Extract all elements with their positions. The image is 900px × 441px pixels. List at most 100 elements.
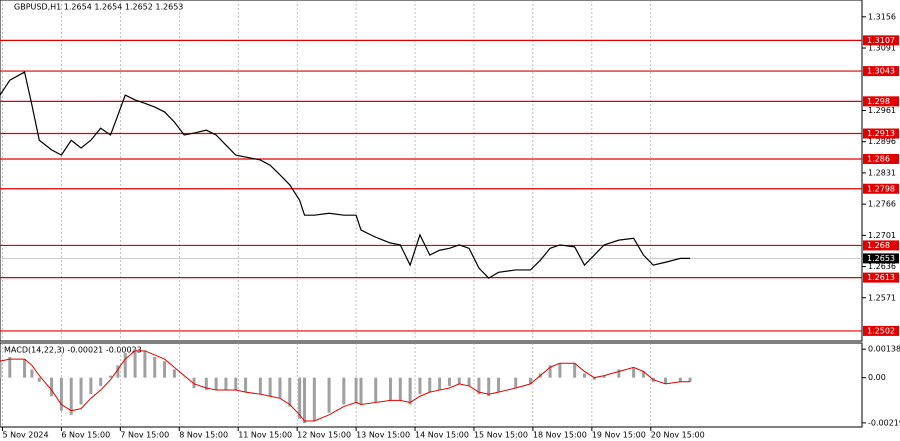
level-label: 1.3107	[867, 36, 895, 45]
macd-bar	[582, 373, 586, 378]
macd-bar	[447, 377, 451, 386]
macd-bar	[688, 377, 692, 382]
current-price-label: 1.2653	[867, 254, 895, 263]
macd-bar	[298, 377, 302, 419]
macd-bar	[89, 377, 93, 395]
x-tick-label: 11 Nov 15:00	[238, 431, 292, 440]
macd-bar	[59, 377, 63, 411]
x-tick-label: 18 Nov 15:00	[533, 431, 587, 440]
macd-bar	[477, 377, 481, 395]
macd-bar	[116, 365, 120, 378]
y-tick-label: 1.2896	[868, 137, 896, 146]
macd-bar	[398, 377, 402, 401]
x-tick-label: 19 Nov 15:00	[592, 431, 646, 440]
macd-bar	[69, 377, 73, 415]
macd-pane	[0, 342, 863, 428]
macd-title: MACD(14,22,3) -0.00021 -0.00023	[4, 346, 142, 355]
macd-bar	[288, 377, 292, 407]
macd-bar	[359, 377, 363, 405]
macd-bar	[428, 377, 432, 393]
level-label: 1.2913	[867, 129, 895, 138]
macd-bar	[312, 377, 316, 422]
x-tick-label: 13 Nov 15:00	[356, 431, 410, 440]
macd-bar	[457, 377, 461, 384]
level-label: 1.286	[867, 154, 890, 163]
price-line	[0, 71, 691, 279]
macd-bar	[487, 377, 491, 397]
y-tick-label: -0.00219	[868, 418, 900, 427]
macd-bar	[258, 377, 262, 395]
macd-bar	[438, 377, 442, 391]
macd-bar	[573, 363, 577, 378]
macd-bar	[109, 375, 113, 378]
level-label: 1.2613	[867, 273, 895, 282]
macd-bar	[408, 377, 412, 405]
macd-bar	[8, 357, 12, 378]
macd-bar	[602, 375, 606, 378]
macd-bar	[278, 377, 282, 399]
level-label-box	[863, 96, 899, 107]
level-label-box	[863, 183, 899, 194]
macd-bar	[303, 377, 307, 424]
y-tick-label: 1.2831	[868, 168, 896, 177]
macd-bar	[592, 377, 596, 380]
x-tick-label: 8 Nov 15:00	[179, 431, 228, 440]
macd-bar	[37, 377, 41, 382]
y-tick-label: 1.2636	[868, 262, 896, 271]
macd-bar	[632, 367, 636, 378]
level-label-box	[863, 35, 899, 46]
macd-bar	[163, 361, 167, 378]
macd-bar	[99, 377, 103, 386]
macd-bar	[528, 377, 532, 384]
level-label: 1.2502	[867, 326, 895, 335]
macd-bar	[641, 371, 645, 378]
macd-bar	[79, 377, 83, 405]
macd-bar	[143, 350, 147, 378]
macd-bar	[514, 377, 518, 388]
y-tick-label: 0.00	[868, 373, 886, 382]
x-tick-label: 6 Nov 15:00	[61, 431, 110, 440]
macd-bar	[30, 369, 34, 378]
macd-bar	[327, 377, 331, 413]
macd-bar	[268, 377, 272, 397]
x-tick-label: 20 Nov 15:00	[651, 431, 705, 440]
y-tick-label: 1.3156	[868, 12, 896, 21]
level-label-box	[863, 66, 899, 77]
macd-bar	[0, 361, 2, 378]
macd-bar	[172, 369, 176, 378]
macd-bar	[234, 377, 238, 391]
macd-bar	[558, 363, 562, 378]
current-price-box	[863, 253, 899, 264]
macd-bar	[617, 369, 621, 378]
macd-bar	[244, 377, 248, 393]
level-label-box	[863, 153, 899, 164]
macd-bar	[50, 377, 54, 397]
x-tick-label: 14 Nov 15:00	[415, 431, 469, 440]
level-label-box	[863, 272, 899, 283]
macd-bar	[342, 377, 346, 405]
x-tick-label: 12 Nov 15:00	[297, 431, 351, 440]
level-label: 1.298	[867, 97, 890, 106]
level-label-box	[863, 128, 899, 139]
y-tick-label: 1.3091	[868, 44, 896, 53]
macd-bar	[548, 365, 552, 378]
macd-bar	[224, 377, 228, 391]
macd-bar	[23, 359, 27, 378]
macd-bar	[182, 377, 186, 379]
x-tick-label: 7 Nov 15:00	[120, 431, 169, 440]
macd-bar	[374, 377, 378, 403]
macd-bar	[664, 377, 668, 384]
y-tick-label: 1.2766	[868, 200, 896, 209]
y-tick-label: 0.00138	[868, 345, 900, 354]
y-tick-label: 1.2571	[868, 293, 896, 302]
macd-bar	[133, 348, 137, 378]
price-pane	[0, 0, 863, 342]
macd-bar	[123, 352, 127, 378]
y-tick-label: 1.2961	[868, 106, 896, 115]
macd-bar	[354, 377, 358, 403]
macd-bar	[388, 377, 392, 401]
x-tick-label: 15 Nov 15:00	[474, 431, 528, 440]
macd-bar	[192, 377, 196, 388]
macd-bar	[497, 377, 501, 393]
